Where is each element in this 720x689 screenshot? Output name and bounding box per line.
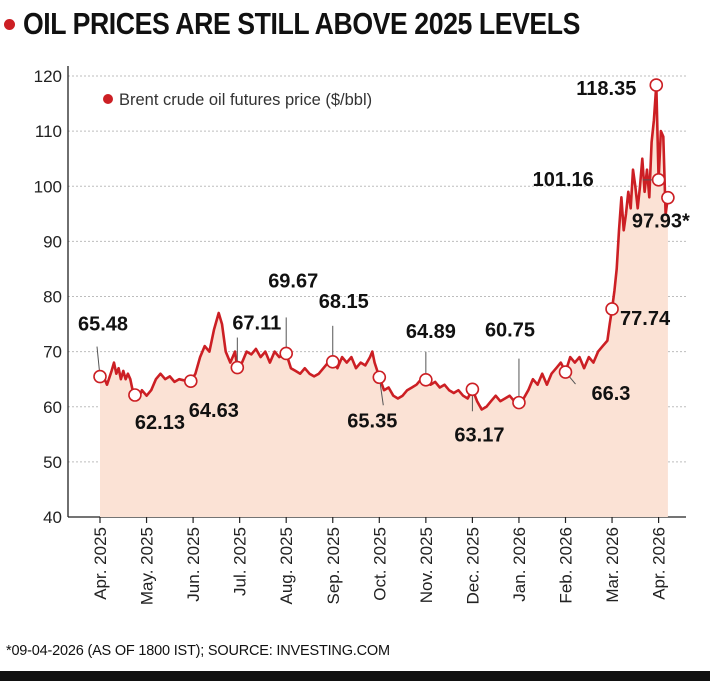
x-tick-label: Jan. 2026 <box>510 527 529 602</box>
x-tick-label: May. 2025 <box>138 527 157 605</box>
x-tick-label: Sep. 2025 <box>324 527 343 605</box>
x-tick-label: Apr. 2026 <box>650 527 669 600</box>
data-point-marker <box>419 372 433 387</box>
data-label: 62.13 <box>135 412 185 434</box>
price-line <box>99 83 670 411</box>
data-point-marker <box>325 355 340 369</box>
y-tick-label: 70 <box>43 343 62 362</box>
chart-title: OIL PRICES ARE STILL ABOVE 2025 LEVELS <box>23 6 580 41</box>
data-point-marker <box>661 190 675 205</box>
data-label: 60.75 <box>485 320 535 342</box>
data-point-marker <box>512 395 526 410</box>
data-label: 67.11 <box>232 313 281 335</box>
data-label: 77.74 <box>620 308 671 330</box>
chart-area: 40 50 60 70 80 90 100 110 120 Apr. 2025 May. 2025 J… <box>0 50 720 640</box>
x-tick-label: Mar. 2026 <box>603 527 622 603</box>
title-bullet-icon <box>4 18 15 30</box>
y-tick-label: 80 <box>43 288 62 307</box>
data-point-marker <box>372 370 387 385</box>
x-tick-label: Aug. 2025 <box>277 527 296 605</box>
x-tick-label: Apr. 2025 <box>91 527 110 600</box>
data-label: 65.35 <box>347 410 397 432</box>
data-label: 97.93* <box>632 211 690 233</box>
y-tick-label: 100 <box>34 177 62 196</box>
data-point-marker <box>558 365 573 379</box>
data-point-marker <box>649 78 664 92</box>
data-label: 118.35 <box>576 78 636 100</box>
x-tick-label: Oct. 2025 <box>370 527 389 601</box>
y-tick-label: 110 <box>35 122 62 141</box>
data-label: 64.63 <box>189 400 239 422</box>
title-row: OIL PRICES ARE STILL ABOVE 2025 LEVELS <box>2 4 671 44</box>
data-point-marker <box>605 302 619 316</box>
legend-label: Brent crude oil futures price ($/bbl) <box>119 91 372 109</box>
data-point-marker <box>279 346 294 361</box>
y-tick-label: 50 <box>43 453 62 472</box>
data-label: 68.15 <box>319 291 369 313</box>
data-label: 69.67 <box>268 270 318 292</box>
data-point-marker <box>651 173 666 187</box>
data-label: 63.17 <box>454 424 504 446</box>
price-area <box>100 84 668 518</box>
data-label: 64.89 <box>406 321 456 343</box>
oil-price-chart: 40 50 60 70 80 90 100 110 120 Apr. 2025 May. 2025 J… <box>34 66 690 605</box>
y-tick-label: 120 <box>34 67 62 86</box>
data-label: 65.48 <box>78 314 128 336</box>
x-tick-label: Jul. 2025 <box>231 527 250 596</box>
y-tick-label: 90 <box>43 232 62 251</box>
y-tick-label: 60 <box>43 398 62 417</box>
data-label: 66.3 <box>592 383 631 405</box>
footnote: *09-04-2026 (AS OF 1800 IST); SOURCE: IN… <box>6 643 390 659</box>
x-tick-label: Dec. 2025 <box>463 527 482 605</box>
legend-marker <box>103 94 113 104</box>
bottom-rule <box>0 671 710 681</box>
y-tick-label: 40 <box>43 508 62 527</box>
data-label: 101.16 <box>533 169 594 191</box>
x-tick-label: Feb. 2026 <box>557 527 576 604</box>
data-point-marker <box>230 360 245 375</box>
data-point-marker <box>183 374 198 389</box>
x-tick-label: Nov. 2025 <box>417 527 436 603</box>
data-point-marker <box>93 369 107 384</box>
x-tick-label: Jun. 2025 <box>184 527 203 602</box>
data-point-marker <box>465 382 480 397</box>
data-point-marker <box>128 388 142 402</box>
